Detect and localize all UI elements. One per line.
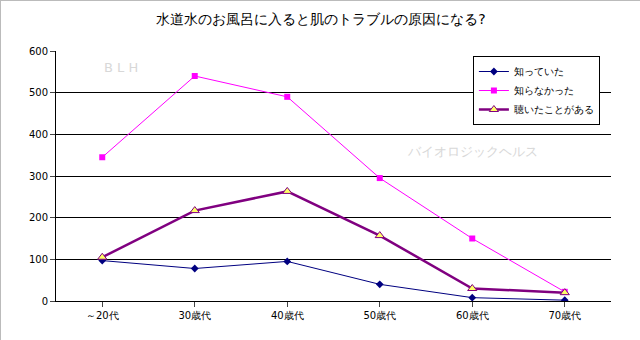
svg-text:40歳代: 40歳代 — [271, 310, 304, 321]
svg-text:300: 300 — [29, 171, 48, 182]
svg-text:B L H: B L H — [104, 60, 138, 75]
svg-text:60歳代: 60歳代 — [456, 310, 489, 321]
svg-text:100: 100 — [29, 254, 48, 265]
svg-text:200: 200 — [29, 212, 48, 223]
svg-text:500: 500 — [29, 87, 48, 98]
svg-text:知っていた: 知っていた — [514, 66, 564, 77]
svg-text:70歳代: 70歳代 — [548, 310, 581, 321]
svg-text:600: 600 — [29, 46, 48, 57]
svg-text:0: 0 — [42, 296, 48, 307]
svg-text:～20代: ～20代 — [86, 310, 119, 321]
svg-text:聴いたことがある: 聴いたことがある — [514, 104, 594, 115]
svg-text:30歳代: 30歳代 — [178, 310, 211, 321]
svg-text:バイオロジックヘルス: バイオロジックヘルス — [407, 144, 538, 159]
svg-text:50歳代: 50歳代 — [363, 310, 396, 321]
svg-text:水道水のお風呂に入ると肌のトラブルの原因になる?: 水道水のお風呂に入ると肌のトラブルの原因になる? — [156, 11, 485, 27]
svg-text:知らなかった: 知らなかった — [514, 85, 574, 96]
svg-text:400: 400 — [29, 129, 48, 140]
